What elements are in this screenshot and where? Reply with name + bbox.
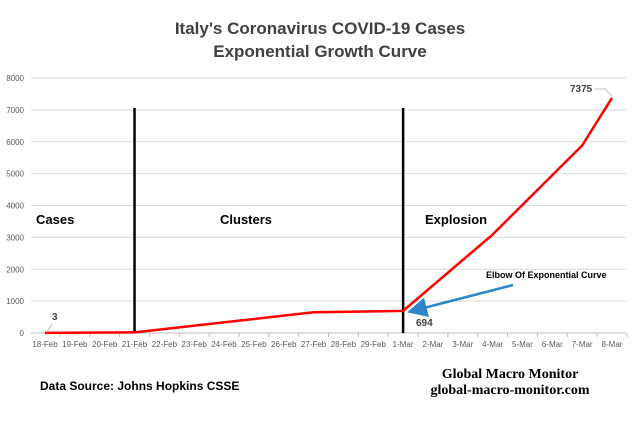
phase-label: Explosion	[425, 212, 487, 227]
y-tick-label: 6000	[6, 138, 24, 147]
x-tick-label: 2-Mar	[423, 340, 444, 349]
x-tick-label: 1-Mar	[393, 340, 414, 349]
x-tick-label: 25-Feb	[241, 340, 267, 349]
x-tick-label: 20-Feb	[92, 340, 118, 349]
x-tick-label: 6-Mar	[542, 340, 563, 349]
x-tick-label: 18-Feb	[32, 340, 58, 349]
x-tick-label: 26-Feb	[271, 340, 297, 349]
data-label: 694	[416, 318, 433, 329]
x-tick-label: 3-Mar	[452, 340, 473, 349]
y-tick-label: 5000	[6, 170, 24, 179]
y-tick-label: 2000	[6, 265, 24, 274]
x-tick-label: 27-Feb	[301, 340, 327, 349]
x-tick-label: 22-Feb	[152, 340, 178, 349]
annotation-label: Elbow Of Exponential Curve	[486, 270, 607, 280]
x-tick-label: 4-Mar	[482, 340, 503, 349]
series-line	[45, 98, 612, 333]
y-tick-label: 8000	[6, 74, 24, 83]
phase-label: Cases	[36, 212, 74, 227]
x-tick-label: 5-Mar	[512, 340, 533, 349]
data-label: 3	[52, 312, 58, 323]
leader-line	[595, 89, 612, 96]
data-label: 7375	[570, 84, 593, 95]
x-tick-label: 23-Feb	[182, 340, 208, 349]
y-tick-label: 3000	[6, 233, 24, 242]
y-tick-label: 0	[20, 329, 25, 338]
brand-name: Global Macro Monitor	[442, 367, 579, 382]
x-tick-label: 29-Feb	[361, 340, 387, 349]
chart-title: Italy's Coronavirus COVID-19 Cases	[175, 19, 465, 38]
x-tick-label: 7-Mar	[572, 340, 593, 349]
leader-line	[47, 324, 52, 332]
source-note: Data Source: Johns Hopkins CSSE	[40, 379, 239, 393]
y-tick-label: 1000	[6, 297, 24, 306]
x-tick-label: 19-Feb	[62, 340, 88, 349]
phase-label: Clusters	[220, 212, 272, 227]
y-tick-label: 7000	[6, 106, 24, 115]
chart-subtitle: Exponential Growth Curve	[213, 42, 426, 61]
x-tick-label: 28-Feb	[331, 340, 357, 349]
x-tick-label: 21-Feb	[122, 340, 148, 349]
x-tick-label: 24-Feb	[211, 340, 237, 349]
y-tick-label: 4000	[6, 202, 24, 211]
brand-url: global-macro-monitor.com	[430, 383, 589, 398]
x-tick-label: 8-Mar	[602, 340, 623, 349]
